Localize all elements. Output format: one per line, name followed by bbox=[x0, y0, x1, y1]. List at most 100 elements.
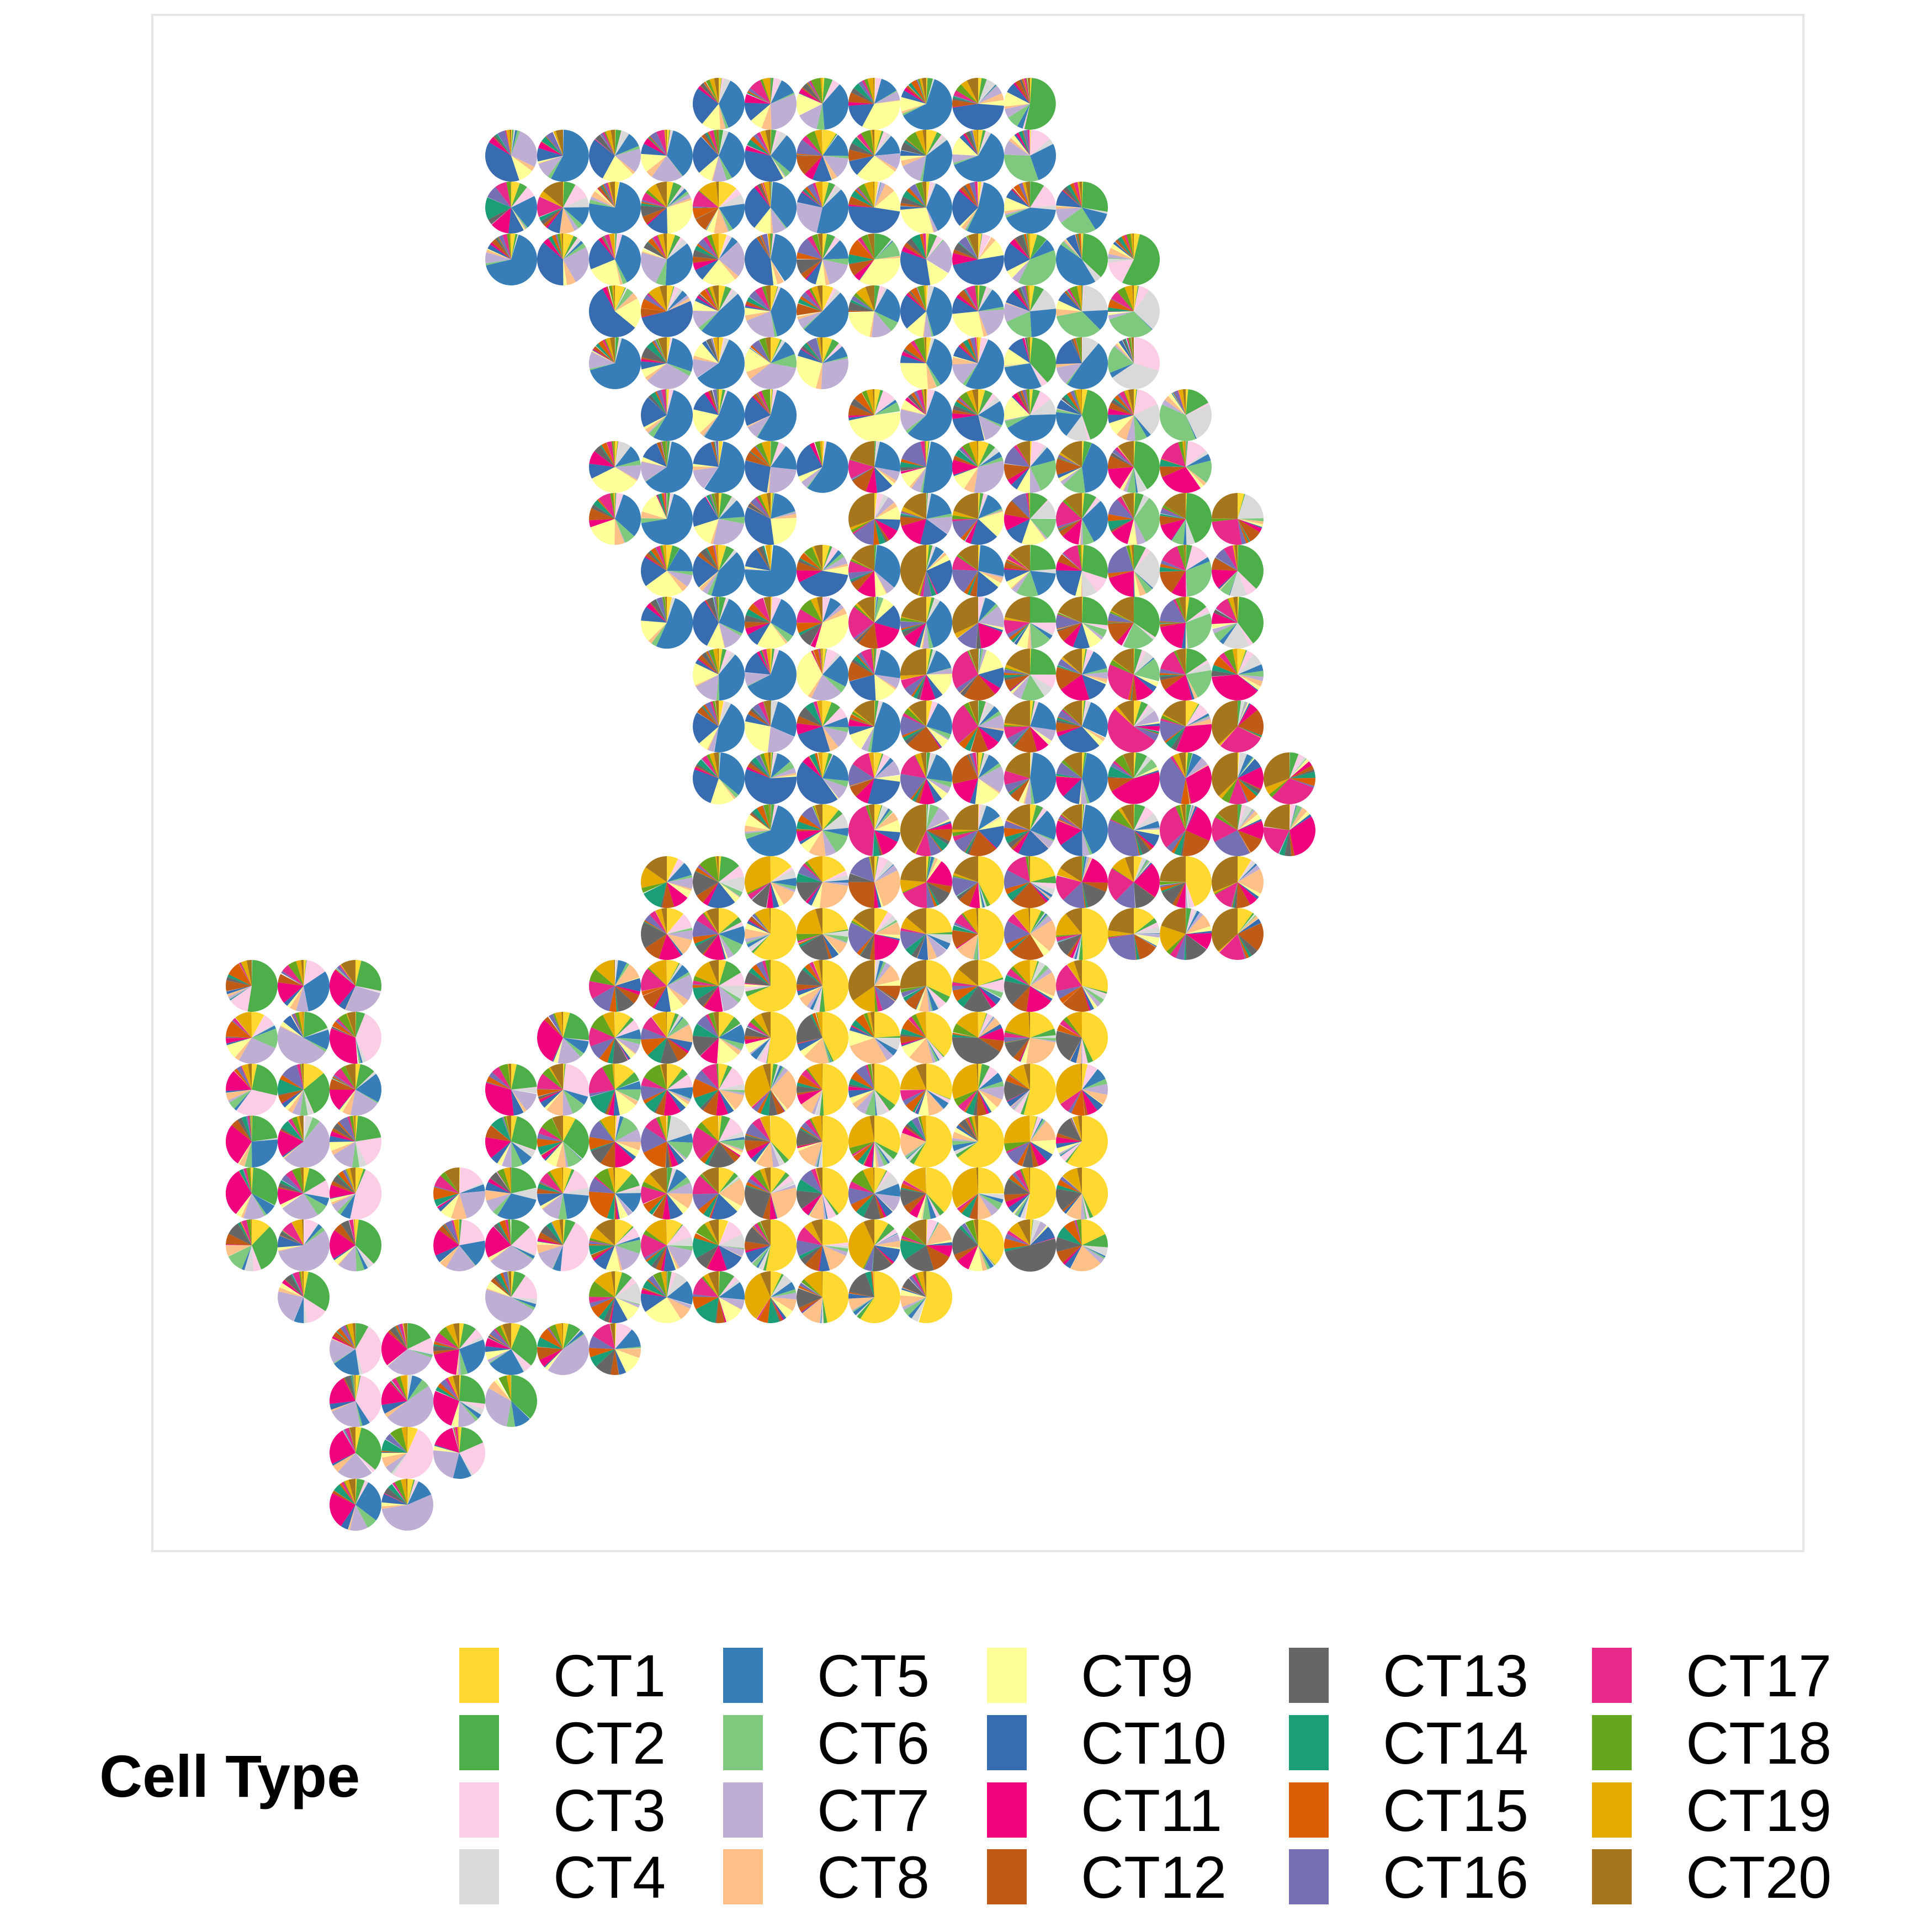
spot-slice-ct20 bbox=[968, 233, 978, 259]
spot-slice-ct12 bbox=[333, 1331, 355, 1349]
spot-slice-ct15 bbox=[871, 1271, 874, 1297]
spot-slice-ct11 bbox=[926, 823, 952, 830]
spot-slice-ct8 bbox=[645, 363, 667, 381]
spot-slice-ct13 bbox=[644, 242, 667, 259]
spot-slice-ct9 bbox=[745, 566, 771, 571]
spot-slice-ct14 bbox=[647, 1245, 667, 1266]
spot-slice-ct10 bbox=[915, 1090, 926, 1114]
spot-slice-ct6 bbox=[1134, 571, 1153, 594]
spot-slice-ct5 bbox=[1017, 104, 1030, 129]
spot-slice-ct18 bbox=[1269, 778, 1289, 798]
spot-slice-ct8 bbox=[874, 502, 898, 519]
spot-slice-ct15 bbox=[797, 1074, 822, 1090]
spot-slice-ct9 bbox=[744, 721, 771, 752]
spot-slice-ct2 bbox=[874, 1223, 895, 1245]
spot-slice-ct5 bbox=[1082, 443, 1108, 493]
spot-slice-ct5 bbox=[719, 1024, 745, 1044]
spot-slice-ct8 bbox=[874, 184, 894, 208]
spot-189 bbox=[1160, 908, 1212, 960]
spot-slice-ct10 bbox=[615, 1349, 627, 1375]
spot-slice-ct2 bbox=[771, 1064, 778, 1090]
spot-slice-ct2 bbox=[667, 545, 680, 571]
spot-slice-ct18 bbox=[503, 1116, 511, 1142]
spot-slice-ct17 bbox=[874, 986, 883, 1012]
spot-slice-ct12 bbox=[796, 829, 822, 831]
spot-slice-ct13 bbox=[229, 1223, 252, 1245]
spot-156 bbox=[745, 804, 797, 857]
spot-slice-ct7 bbox=[801, 467, 822, 488]
spot-slice-ct20 bbox=[251, 1115, 252, 1142]
spot-slice-ct5 bbox=[1030, 702, 1057, 730]
spot-slice-ct14 bbox=[1009, 934, 1030, 952]
spot-slice-ct14 bbox=[900, 461, 926, 468]
spot-slice-ct13 bbox=[442, 1224, 459, 1245]
spot-slice-ct1 bbox=[978, 804, 979, 830]
spot-slice-ct1 bbox=[1082, 1219, 1106, 1245]
spot-slice-ct11 bbox=[1134, 675, 1154, 700]
spot-slice-ct2 bbox=[766, 1038, 771, 1064]
spot-slice-ct6 bbox=[978, 763, 1001, 778]
spot-slice-ct17 bbox=[865, 1064, 874, 1090]
spot-slice-ct19 bbox=[807, 856, 822, 882]
spot-slice-ct10 bbox=[283, 1015, 304, 1038]
spot-slice-ct6 bbox=[707, 571, 719, 596]
spot-slice-ct5 bbox=[822, 1193, 828, 1219]
spot-slice-ct1 bbox=[822, 545, 830, 571]
spot-slice-ct10 bbox=[745, 714, 771, 726]
spot-slice-ct15 bbox=[707, 545, 719, 571]
spot-slice-ct12 bbox=[1063, 986, 1090, 1012]
spot-slice-ct11 bbox=[767, 882, 773, 908]
spot-slice-ct20 bbox=[1061, 804, 1082, 830]
spot-slice-ct8 bbox=[239, 1142, 252, 1167]
spot-slice-ct20 bbox=[1264, 804, 1289, 830]
spot-slice-ct9 bbox=[330, 1193, 355, 1203]
spot-slice-ct15 bbox=[1058, 819, 1082, 830]
spot-slice-ct9 bbox=[969, 1245, 983, 1271]
spot-slice-ct16 bbox=[1111, 763, 1134, 778]
spot-slice-ct2 bbox=[1238, 493, 1245, 519]
spot-slice-ct19 bbox=[1061, 657, 1082, 675]
spot-247 bbox=[1055, 1116, 1108, 1167]
spot-slice-ct19 bbox=[1228, 597, 1238, 623]
spot-slice-ct6 bbox=[746, 934, 771, 944]
spot-slice-ct12 bbox=[1069, 1038, 1082, 1061]
spot-slice-ct19 bbox=[606, 337, 615, 363]
spot-slice-ct4 bbox=[511, 1087, 537, 1094]
spot-slice-ct5 bbox=[1134, 859, 1148, 882]
spot-slice-ct13 bbox=[1285, 830, 1292, 856]
spot-slice-ct5 bbox=[871, 702, 901, 752]
spot-slice-ct10 bbox=[822, 934, 839, 958]
spot-slice-ct18 bbox=[747, 882, 771, 895]
spot-242 bbox=[797, 1115, 848, 1167]
spot-slice-ct8 bbox=[556, 1142, 566, 1168]
spot-slice-ct18 bbox=[952, 515, 978, 519]
spot-slice-ct8 bbox=[874, 812, 899, 830]
spot-slice-ct7 bbox=[667, 1182, 693, 1194]
spot-slice-ct7 bbox=[387, 1386, 434, 1427]
spot-slice-ct17 bbox=[502, 233, 511, 259]
spot-slice-ct12 bbox=[863, 1142, 874, 1166]
spot-126 bbox=[900, 648, 953, 700]
spot-slice-ct19 bbox=[509, 233, 511, 259]
spot-slice-ct14 bbox=[693, 1023, 719, 1038]
spot-slice-ct7 bbox=[952, 1138, 978, 1142]
spot-slice-ct20 bbox=[1121, 804, 1134, 830]
spot-slice-ct10 bbox=[1186, 806, 1197, 830]
spot-slice-ct20 bbox=[510, 1167, 511, 1193]
spot-slice-ct19 bbox=[870, 130, 874, 156]
spot-slice-ct18 bbox=[851, 519, 874, 533]
spot-slice-ct1 bbox=[1134, 907, 1155, 934]
spot-slice-ct8 bbox=[645, 415, 667, 433]
spot-slice-ct19 bbox=[811, 546, 822, 571]
spot-slice-ct5 bbox=[719, 654, 745, 700]
spot-slice-ct19 bbox=[919, 78, 926, 104]
spot-slice-ct17 bbox=[452, 1220, 459, 1245]
spot-slice-ct11 bbox=[802, 756, 822, 778]
spot-slice-ct4 bbox=[1238, 914, 1255, 934]
spot-slice-ct1 bbox=[1238, 492, 1245, 519]
spot-slice-ct6 bbox=[511, 1142, 523, 1167]
spot-slice-ct2 bbox=[771, 649, 775, 675]
spot-slice-ct16 bbox=[699, 1142, 719, 1160]
spot-slice-ct11 bbox=[710, 1193, 719, 1218]
spot-slice-ct10 bbox=[1134, 830, 1160, 846]
